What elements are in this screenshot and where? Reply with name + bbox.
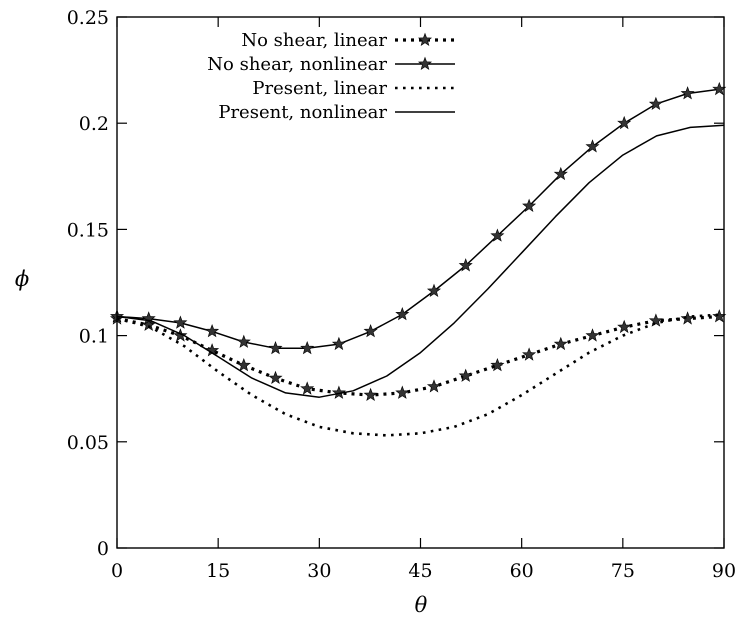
series-1-point bbox=[173, 328, 188, 342]
series-1-point bbox=[490, 357, 505, 372]
plot-marks bbox=[109, 81, 727, 437]
legend-label: No shear, linear bbox=[241, 30, 387, 51]
series-1-point bbox=[553, 336, 568, 351]
x-tick-label: 90 bbox=[712, 560, 736, 582]
series-2-point bbox=[585, 139, 600, 153]
series-1-point bbox=[331, 385, 346, 399]
series-2-point bbox=[458, 258, 473, 272]
series-2-point bbox=[426, 283, 442, 298]
series-line-3 bbox=[116, 313, 725, 437]
series-2-point bbox=[680, 86, 695, 100]
series-2-point bbox=[617, 115, 632, 130]
x-tick-label: 45 bbox=[408, 560, 432, 582]
legend-marker bbox=[417, 56, 433, 71]
legend: No shear, linear No shear, nonlinear Prese… bbox=[207, 30, 455, 123]
series-line-2 bbox=[116, 88, 720, 350]
x-tick-label: 30 bbox=[307, 560, 331, 582]
tick-marks bbox=[116, 16, 725, 549]
y-axis-label: ϕ bbox=[15, 267, 29, 291]
y-tick-label: 0.2 bbox=[79, 113, 109, 135]
x-tick-label: 0 bbox=[111, 560, 123, 582]
series-1-point bbox=[680, 311, 695, 325]
legend-label: Present, nonlinear bbox=[218, 102, 387, 123]
y-tick-label: 0 bbox=[97, 538, 109, 560]
legend-label: Present, linear bbox=[252, 78, 387, 99]
series-line-1 bbox=[116, 314, 720, 397]
tick-labels: 0 15 30 45 60 75 90 0 0.05 0.1 0.15 0.2 0.25 bbox=[67, 7, 736, 582]
plot-frame bbox=[116, 16, 725, 549]
series-2-point bbox=[173, 315, 188, 329]
series-1-point bbox=[522, 347, 537, 361]
series-1-point bbox=[236, 357, 251, 372]
series-2-point bbox=[300, 340, 315, 355]
y-tick-label: 0.1 bbox=[79, 326, 109, 348]
series-2-point bbox=[363, 324, 378, 338]
series-1-point bbox=[426, 379, 442, 393]
series-2-point bbox=[553, 166, 568, 181]
series-1-point bbox=[395, 385, 410, 399]
series-2-point bbox=[205, 324, 220, 338]
series-1-point bbox=[458, 368, 473, 382]
series-2-point bbox=[331, 336, 346, 351]
series-2-point bbox=[141, 311, 156, 325]
series-line-4 bbox=[116, 124, 725, 398]
x-tick-label: 75 bbox=[611, 560, 635, 582]
y-tick-label: 0.25 bbox=[67, 7, 109, 29]
series-1-point bbox=[648, 313, 663, 327]
legend-label: No shear, nonlinear bbox=[207, 54, 387, 75]
series-2-point bbox=[395, 307, 410, 321]
x-tick-label: 60 bbox=[510, 560, 534, 582]
series-2-point bbox=[236, 334, 251, 348]
y-tick-label: 0.05 bbox=[67, 432, 109, 454]
series-1-point bbox=[617, 319, 632, 334]
series-1-point bbox=[363, 387, 378, 401]
series-1-point bbox=[585, 328, 600, 342]
series-1-point bbox=[268, 370, 283, 384]
y-tick-label: 0.15 bbox=[67, 219, 109, 241]
series-2-point bbox=[268, 340, 283, 355]
series-2-point bbox=[648, 96, 663, 110]
legend-marker bbox=[417, 32, 433, 47]
x-axis-label: θ bbox=[415, 593, 428, 617]
series-2-point bbox=[522, 198, 537, 212]
series-2-point bbox=[490, 228, 505, 242]
series-1-point bbox=[300, 381, 315, 395]
x-tick-label: 15 bbox=[206, 560, 230, 582]
